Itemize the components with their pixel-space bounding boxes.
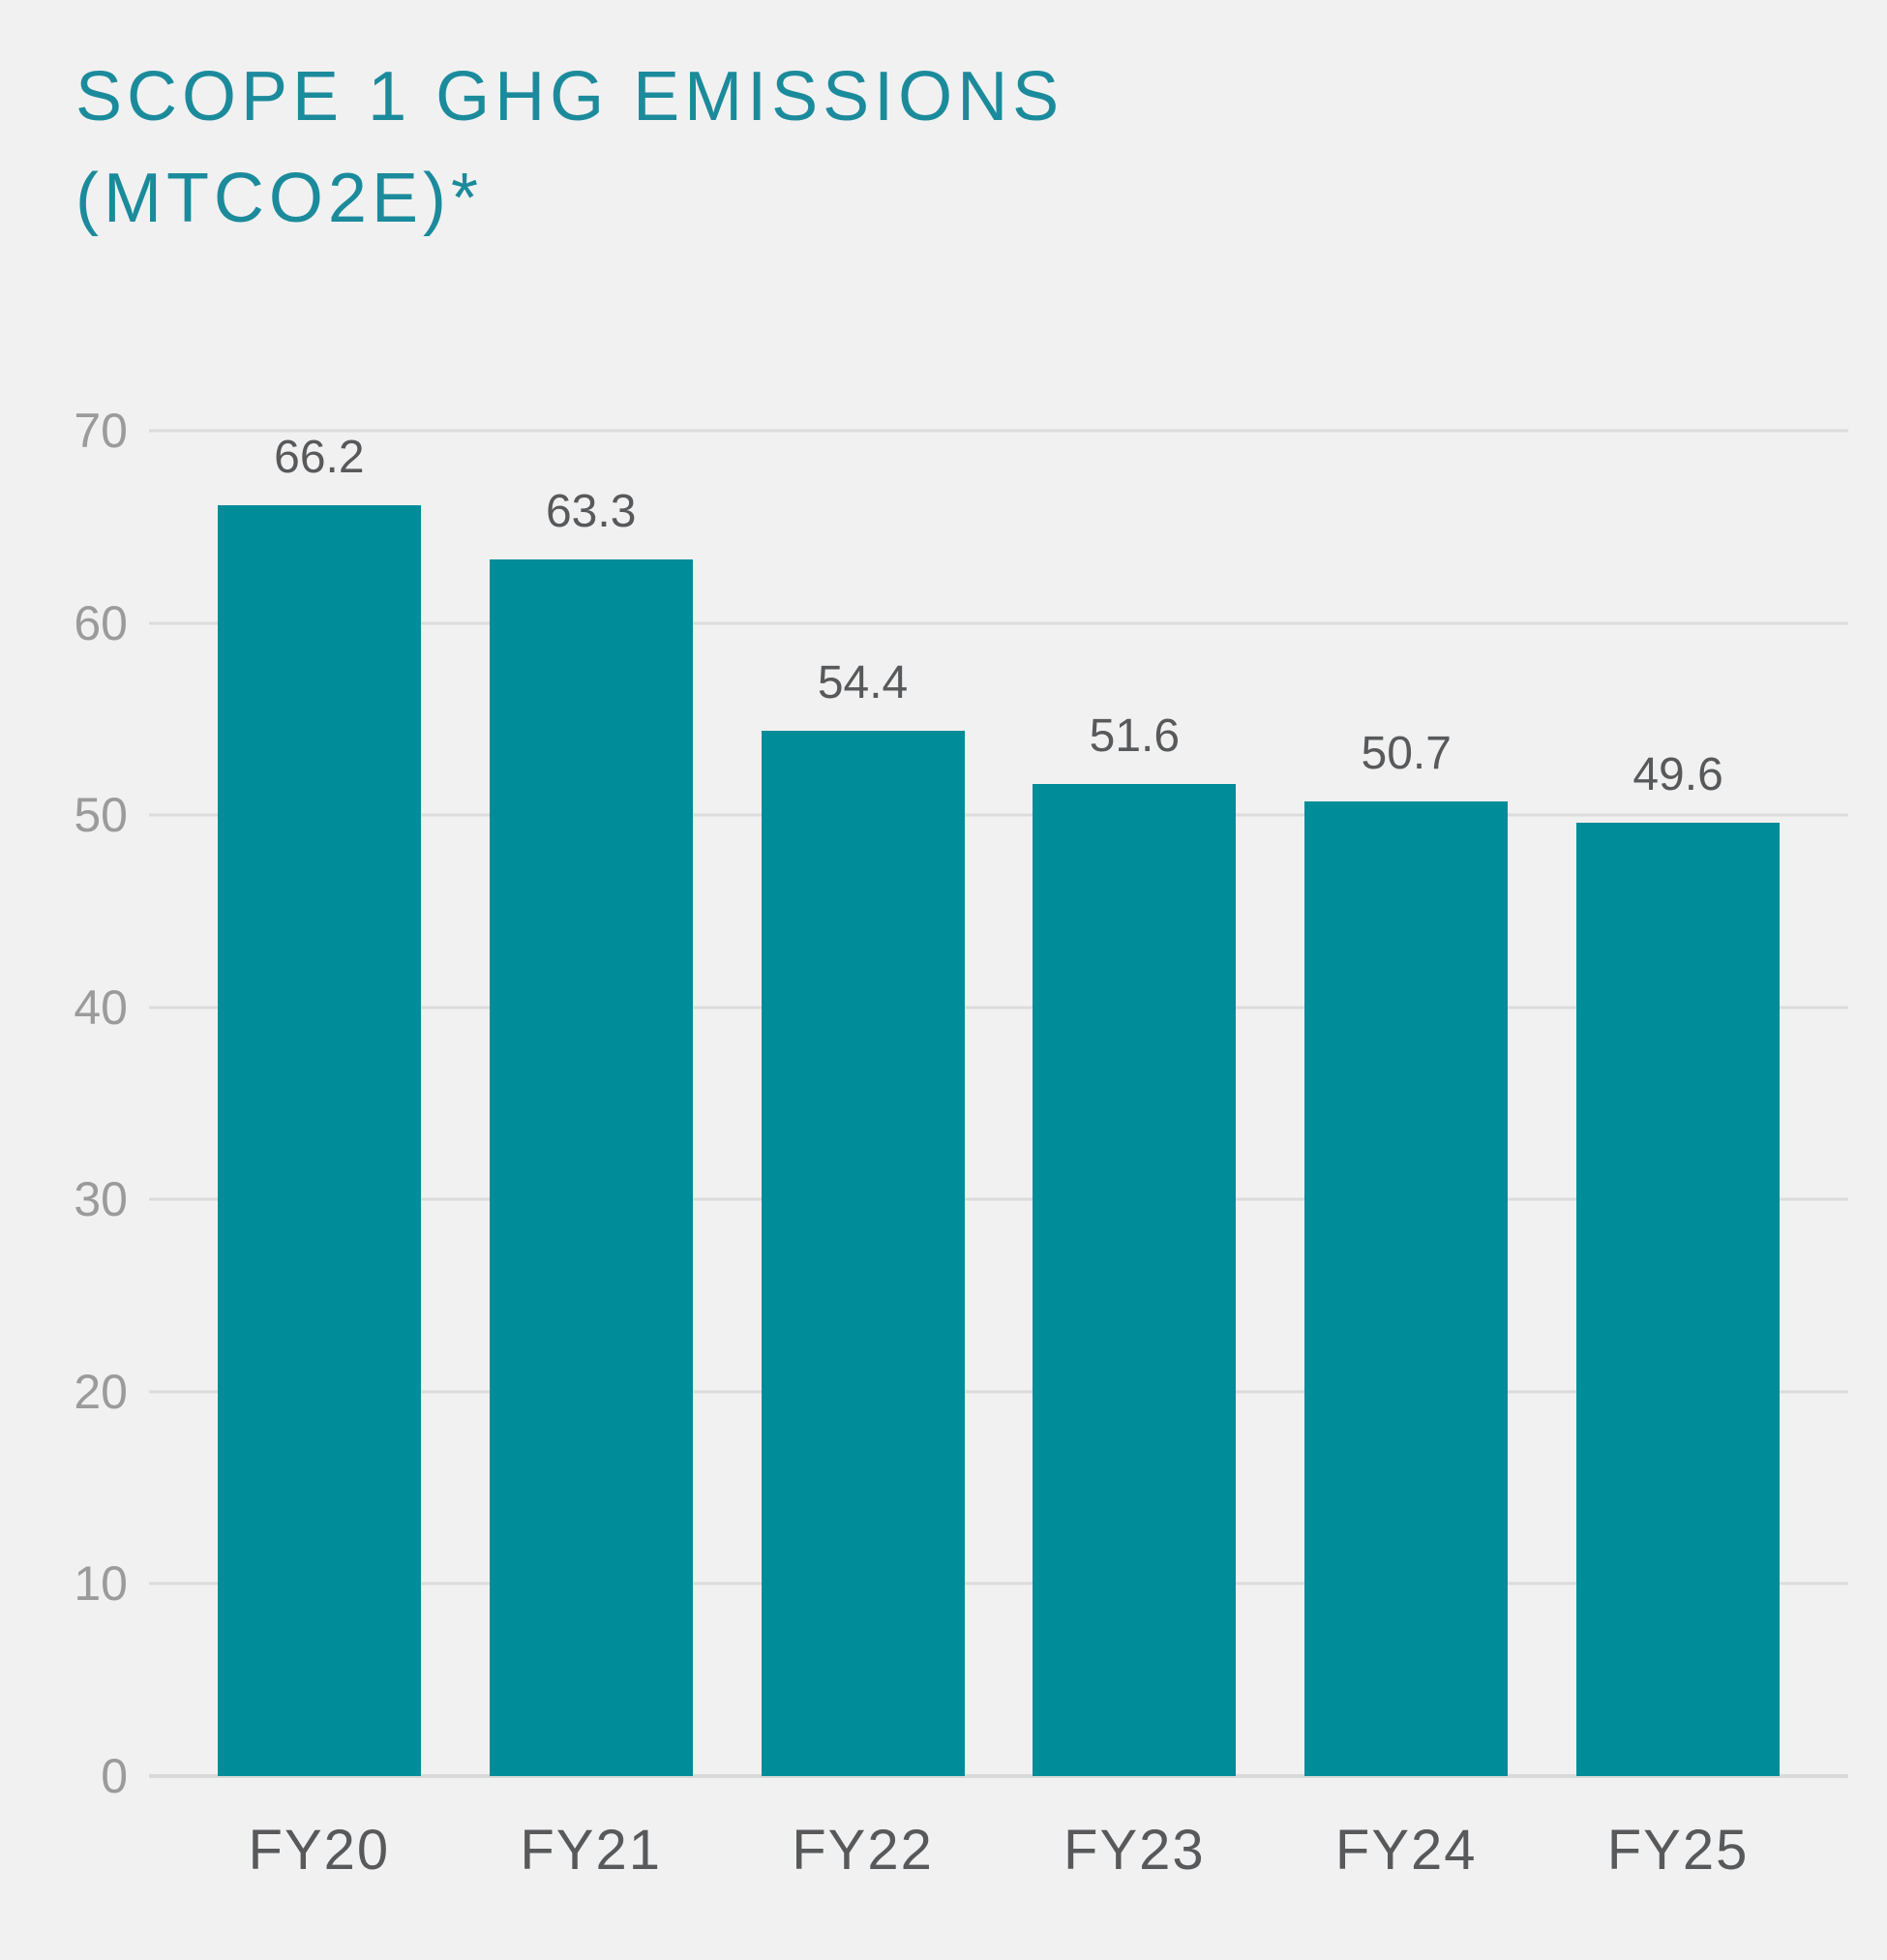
chart-title: SCOPE 1 GHG EMISSIONS (MTCO2E)* <box>75 46 1063 250</box>
y-tick-label-60: 60 <box>74 595 128 650</box>
bar-group-fy24: 50.7 <box>1304 431 1509 1776</box>
chart-title-line2: (MTCO2E)* <box>75 160 483 237</box>
y-axis: 0 10 20 30 40 50 60 70 <box>0 407 128 1800</box>
bar-value-label: 51.6 <box>1089 710 1181 763</box>
bar-series: 66.2 63.3 54.4 51.6 50.7 49.6 <box>149 431 1848 1776</box>
bar-value-label: 66.2 <box>274 432 365 483</box>
bar-value-label: 54.4 <box>817 656 909 709</box>
bar-group-fy21: 63.3 <box>489 431 693 1776</box>
bar-group-fy25: 49.6 <box>1576 431 1781 1776</box>
bar-group-fy22: 54.4 <box>761 431 965 1776</box>
bar-group-fy23: 51.6 <box>1033 431 1237 1776</box>
y-tick-label-10: 10 <box>74 1556 128 1612</box>
bar-value-label: 50.7 <box>1361 728 1452 780</box>
x-tick-label-fy23: FY23 <box>1063 1819 1206 1882</box>
y-tick-label-70: 70 <box>74 404 128 458</box>
bar-group-fy20: 66.2 <box>217 431 421 1776</box>
y-tick-label-30: 30 <box>74 1172 128 1227</box>
x-tick-label-fy20: FY20 <box>248 1819 391 1882</box>
x-axis: FY20 FY21 FY22 FY23 FY24 FY25 <box>149 1818 1848 1883</box>
gridline-10 <box>149 1582 1848 1585</box>
bar <box>761 730 965 1776</box>
y-tick-label-40: 40 <box>74 980 128 1035</box>
bar <box>489 559 693 1776</box>
gridline-60 <box>149 621 1848 625</box>
x-tick-label-fy21: FY21 <box>520 1819 662 1882</box>
gridline-40 <box>149 1006 1848 1010</box>
x-tick-label-fy24: FY24 <box>1334 1819 1478 1882</box>
bar <box>1304 801 1509 1776</box>
gridline-0 <box>149 1774 1848 1778</box>
bar-value-label: 49.6 <box>1632 749 1723 801</box>
y-tick-label-20: 20 <box>74 1364 128 1419</box>
gridline-30 <box>149 1197 1848 1201</box>
x-tick-label-fy25: FY25 <box>1606 1819 1750 1882</box>
bar <box>217 505 421 1776</box>
bar-value-label: 63.3 <box>545 486 637 538</box>
plot-area: 66.2 63.3 54.4 51.6 50.7 49.6 <box>149 429 1848 1778</box>
bar <box>1033 784 1237 1776</box>
bar <box>1576 823 1781 1776</box>
x-tick-label-fy22: FY22 <box>792 1819 934 1882</box>
gridline-70 <box>149 429 1848 433</box>
y-tick-label-0: 0 <box>101 1749 128 1803</box>
chart-title-line1: SCOPE 1 GHG EMISSIONS <box>75 58 1064 136</box>
gridline-50 <box>149 813 1848 817</box>
gridline-20 <box>149 1390 1848 1394</box>
y-tick-label-50: 50 <box>74 788 128 843</box>
